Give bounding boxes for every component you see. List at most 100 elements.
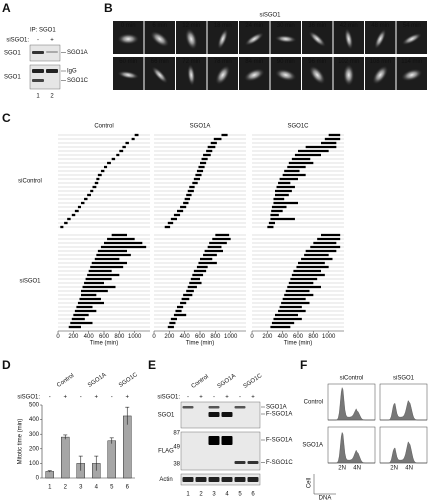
sign: - — [37, 38, 39, 44]
band — [221, 477, 233, 482]
blot — [180, 473, 261, 486]
band — [208, 477, 220, 482]
ip-label: IP: SGO1 — [30, 28, 56, 34]
frame-time: 6 min — [152, 23, 167, 29]
cell — [217, 28, 229, 50]
x-tick-label: 800 — [210, 334, 221, 340]
x-tick-label: 1000 — [322, 334, 336, 340]
y-tick-label: 500 — [29, 403, 40, 409]
band — [182, 406, 194, 409]
band-label: IgG — [67, 69, 77, 75]
band — [247, 477, 259, 482]
panel-label: D — [2, 358, 11, 372]
panel-label: B — [104, 1, 113, 15]
band — [46, 51, 58, 53]
band — [32, 51, 44, 54]
x-tick-label: 1 — [48, 485, 52, 491]
frame-time: 30 min — [277, 23, 295, 29]
band — [195, 477, 207, 482]
bar — [61, 436, 70, 479]
lane-number: 6 — [251, 492, 255, 498]
x-tick-label: 1000 — [224, 334, 238, 340]
frame-time: 36 min — [308, 23, 326, 29]
band-label: F-SGO1A — [266, 412, 292, 418]
panel-label: F — [300, 358, 307, 372]
histogram-frame — [379, 426, 428, 464]
x-tick-label: 400 — [180, 334, 191, 340]
column-header: Control — [94, 124, 113, 130]
peak-label: 4N — [353, 466, 361, 472]
lane-number: 1 — [36, 94, 40, 100]
frame-time: 78 min — [214, 59, 232, 65]
histogram-frame — [327, 383, 376, 421]
bar — [107, 440, 116, 479]
cell — [343, 64, 355, 86]
y-tick-label: 400 — [29, 417, 40, 423]
x-tick-label: 200 — [262, 334, 273, 340]
band — [247, 461, 259, 464]
x-tick-label: 600 — [293, 334, 304, 340]
x-tick-label: 400 — [278, 334, 289, 340]
cell — [215, 65, 231, 85]
band — [32, 79, 44, 82]
sign: - — [111, 395, 113, 401]
column-header: SGO1A — [190, 124, 211, 130]
x-tick-label: 2 — [64, 485, 68, 491]
sign: + — [94, 395, 98, 401]
x-tick-label: 200 — [164, 334, 175, 340]
sign: - — [187, 395, 189, 401]
cell — [187, 64, 196, 86]
x-tick-label: 6 — [126, 485, 130, 491]
cell — [150, 31, 170, 47]
row-label: SGO1A — [302, 443, 323, 449]
sign: + — [199, 395, 203, 401]
cell — [244, 32, 264, 46]
x-tick-label: 5 — [110, 485, 114, 491]
column-header: SGO1C — [287, 124, 309, 130]
panel-label: E — [148, 358, 156, 372]
cell — [401, 32, 422, 46]
peak-label: 2N — [338, 466, 346, 472]
lane-number: 2 — [199, 492, 203, 498]
x-tick-label: 3 — [79, 485, 83, 491]
histogram — [380, 400, 427, 421]
row-label: Actin — [159, 477, 172, 483]
group-label: Control — [191, 374, 210, 390]
group-label: Control — [56, 373, 75, 389]
panel-label: C — [2, 111, 11, 125]
frame-time: 48 min — [371, 23, 389, 29]
y-tick-label: 300 — [29, 432, 40, 438]
frame-time: 54 min — [403, 23, 421, 29]
x-tick-label: 0 — [56, 334, 60, 340]
panel-label: A — [2, 1, 11, 15]
group-label: SGO1A — [87, 372, 107, 389]
frame-time: 42 min — [340, 23, 358, 29]
histogram — [328, 431, 375, 464]
column-header: siControl — [340, 376, 364, 382]
panel-title: siSGO1 — [259, 13, 281, 19]
histogram-frame — [379, 383, 428, 421]
y-axis-label: Cell — [307, 478, 313, 488]
frame-time: 60 min — [119, 59, 137, 65]
x-tick-label: 4 — [95, 485, 99, 491]
lane-number: 1 — [186, 492, 190, 498]
frame-time: 12 min — [182, 23, 200, 29]
frame-time: 66 min — [151, 59, 169, 65]
lane-number: 5 — [238, 492, 242, 498]
x-tick-label: 600 — [195, 334, 206, 340]
cell — [372, 65, 389, 85]
bar — [123, 415, 132, 479]
sign: + — [251, 395, 255, 401]
bar — [45, 471, 54, 479]
band — [208, 412, 220, 417]
blot — [180, 401, 261, 429]
group-label: SGO1C — [118, 372, 139, 389]
row-label: siControl — [18, 179, 42, 185]
sign: + — [63, 395, 67, 401]
row-label: SGO1 — [4, 51, 21, 57]
cell — [374, 28, 387, 50]
cell — [309, 65, 326, 85]
y-axis-label: Mitotic time (min) — [18, 419, 24, 465]
band — [234, 406, 246, 409]
